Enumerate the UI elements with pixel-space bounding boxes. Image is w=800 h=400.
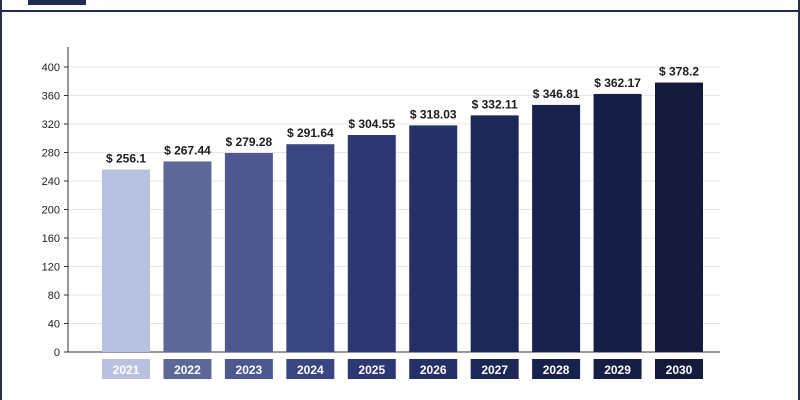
brand-logo [28,0,86,5]
y-tick-label-240: 240 [42,176,60,188]
y-tick-label-320: 320 [42,119,60,131]
year-label-bg-2023 [224,359,273,379]
x-tick-label-2022: 2022 [174,363,201,377]
bar-2024 [286,144,335,352]
value-label-2027: $ 332.11 [472,97,518,111]
value-label-2022: $ 267.44 [164,143,211,157]
x-tick-label-2025: 2025 [358,363,385,377]
x-tick-label-2026: 2026 [420,363,447,377]
x-tick-label-2024: 2024 [297,363,324,377]
year-label-bg-2025 [347,359,396,379]
y-tick-label-160: 160 [42,233,60,245]
header-divider [0,10,800,12]
x-tick-label-2021: 2021 [113,363,140,377]
year-label-bg-2029 [593,359,642,379]
value-labels: $ 256.1 $ 267.44 $ 279.28 $ 291.64 $ 304.55 $… [106,65,699,166]
value-label-2028: $ 346.81 [533,87,580,101]
value-label-2023: $ 279.28 [226,135,273,149]
bar-2029 [593,93,642,353]
bar-2027 [470,115,519,352]
year-label-bg-2026 [409,359,458,379]
y-tick-label-280: 280 [42,148,60,160]
bars [102,82,703,353]
bar-2021 [102,169,150,352]
year-label-bg-2024 [286,359,335,379]
value-label-2025: $ 304.55 [348,117,395,131]
frame-border-left [0,0,2,400]
year-label-bg-2022 [163,359,212,379]
bar-2030 [655,82,703,352]
y-tick-label-0: 0 [54,347,60,359]
bar-2025 [347,135,396,352]
year-label-bg-2027 [470,359,519,379]
y-tick-label-360: 360 [42,91,60,103]
y-tick-label-80: 80 [48,290,60,302]
value-label-2030: $ 378.2 [659,65,699,79]
y-tick-label-40: 40 [48,319,60,331]
bar-2023 [224,153,273,352]
y-tick-label-200: 200 [42,205,60,217]
y-tick-label-120: 120 [42,262,60,274]
y-tick-label-400: 400 [42,62,60,74]
x-tick-label-2027: 2027 [481,363,508,377]
x-tick-label-2023: 2023 [236,363,263,377]
year-label-bg-2030 [655,359,703,379]
value-label-2021: $ 256.1 [106,152,146,166]
bar-2026 [409,125,458,352]
year-label-bg-2021 [102,359,150,379]
value-label-2026: $ 318.03 [410,107,457,121]
x-tick-label-2028: 2028 [543,363,570,377]
year-label-bg-2028 [532,359,581,379]
x-tick-label-2030: 2030 [666,363,693,377]
frame-border-right [798,0,800,400]
value-label-2029: $ 362.17 [594,76,641,90]
x-tick-label-2029: 2029 [604,363,631,377]
x-axis-labels: 2021 2022 2023 2024 2025 2026 2027 2028 2029 2030 [102,359,703,379]
value-label-2024: $ 291.64 [287,126,334,140]
bar-2022 [163,161,212,352]
bar-2028 [532,104,581,352]
